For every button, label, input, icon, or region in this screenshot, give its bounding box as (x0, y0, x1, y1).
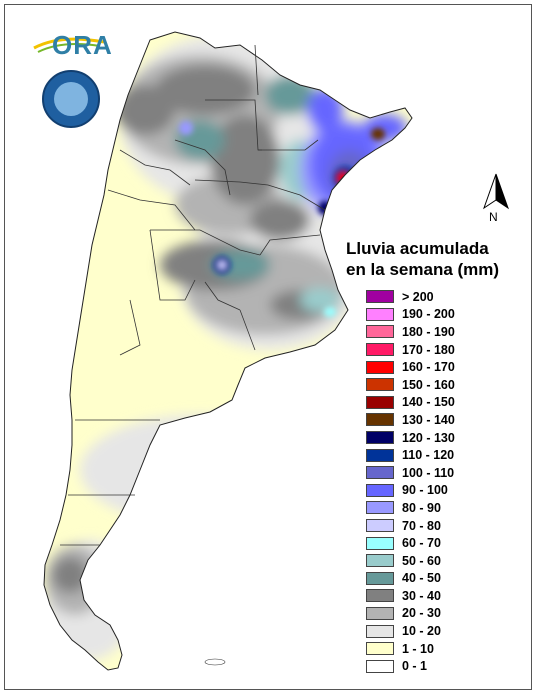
legend-swatch (366, 571, 394, 585)
legend-label: 180 - 190 (402, 324, 455, 339)
legend-label: 40 - 50 (402, 571, 441, 586)
legend-row: 20 - 30 (366, 605, 455, 623)
legend-swatch (366, 554, 394, 568)
legend-row: 100 - 110 (366, 464, 455, 482)
legend-swatch (366, 307, 394, 321)
province-boundaries (43, 31, 413, 671)
legend-swatch (366, 431, 394, 445)
legend-swatch (366, 483, 394, 497)
legend-swatch (366, 659, 394, 673)
legend-label: 60 - 70 (402, 536, 441, 551)
legend-label: 160 - 170 (402, 360, 455, 375)
legend-row: 50 - 60 (366, 552, 455, 570)
legend-label: > 200 (402, 289, 434, 304)
legend-label: 80 - 90 (402, 500, 441, 515)
legend-label: 130 - 140 (402, 412, 455, 427)
legend-row: 80 - 90 (366, 499, 455, 517)
legend-swatch (366, 413, 394, 427)
legend-row: 170 - 180 (366, 341, 455, 359)
legend-label: 140 - 150 (402, 395, 455, 410)
north-label: N (489, 210, 498, 224)
legend-row: 30 - 40 (366, 587, 455, 605)
legend-label: 1 - 10 (402, 641, 434, 656)
legend-swatch (366, 343, 394, 357)
legend-row: 150 - 160 (366, 376, 455, 394)
legend-label: 0 - 1 (402, 659, 428, 674)
legend-label: 100 - 110 (402, 465, 455, 480)
legend-label: 20 - 30 (402, 606, 441, 621)
island-shape (204, 658, 226, 666)
legend-row: 180 - 190 (366, 323, 455, 341)
legend-row: 160 - 170 (366, 358, 455, 376)
ora-logo: ORA (52, 30, 113, 60)
legend-swatch (366, 290, 394, 304)
legend-label: 150 - 160 (402, 377, 455, 392)
legend-swatch (366, 395, 394, 409)
legend-label: 30 - 40 (402, 588, 441, 603)
legend-swatch (366, 536, 394, 550)
legend-label: 190 - 200 (402, 307, 455, 322)
legend-swatch (366, 642, 394, 656)
legend-row: 130 - 140 (366, 411, 455, 429)
legend-row: 110 - 120 (366, 446, 455, 464)
legend-row: 1 - 10 (366, 640, 455, 658)
legend-label: 110 - 120 (402, 448, 455, 463)
legend-swatch (366, 519, 394, 533)
seal-globe-icon (54, 82, 88, 116)
legend-swatch (366, 378, 394, 392)
legend-swatch (366, 501, 394, 515)
legend-row: 70 - 80 (366, 517, 455, 535)
legend-title-line2: en la semana (mm) (346, 260, 500, 279)
legend-title-line1: Lluvia acumulada (346, 239, 489, 258)
legend-label: 70 - 80 (402, 518, 441, 533)
legend-row: 40 - 50 (366, 570, 455, 588)
legend-row: 120 - 130 (366, 429, 455, 447)
legend-swatch (366, 360, 394, 374)
legend-label: 90 - 100 (402, 483, 448, 498)
legend-swatch (366, 624, 394, 638)
legend-swatch (366, 448, 394, 462)
ora-logo-swoosh-icon (33, 37, 105, 53)
legend-label: 10 - 20 (402, 624, 441, 639)
legend-swatch (366, 606, 394, 620)
legend-row: 0 - 1 (366, 657, 455, 675)
legend-swatch (366, 325, 394, 339)
legend-title: Lluvia acumulada en la semana (mm) (346, 238, 499, 280)
legend-row: 140 - 150 (366, 394, 455, 412)
north-arrow-icon (483, 173, 509, 210)
legend-row: 10 - 20 (366, 622, 455, 640)
legend-swatch (366, 466, 394, 480)
legend-label: 50 - 60 (402, 553, 441, 568)
legend-row: 190 - 200 (366, 306, 455, 324)
smn-seal-logo (42, 70, 100, 128)
legend-label: 170 - 180 (402, 342, 455, 357)
legend-row: 90 - 100 (366, 482, 455, 500)
legend-swatch (366, 589, 394, 603)
legend-row: 60 - 70 (366, 534, 455, 552)
legend: > 200 190 - 200 180 - 190 170 - 180 160 - 17… (366, 288, 455, 675)
legend-label: 120 - 130 (402, 430, 455, 445)
legend-row: > 200 (366, 288, 455, 306)
